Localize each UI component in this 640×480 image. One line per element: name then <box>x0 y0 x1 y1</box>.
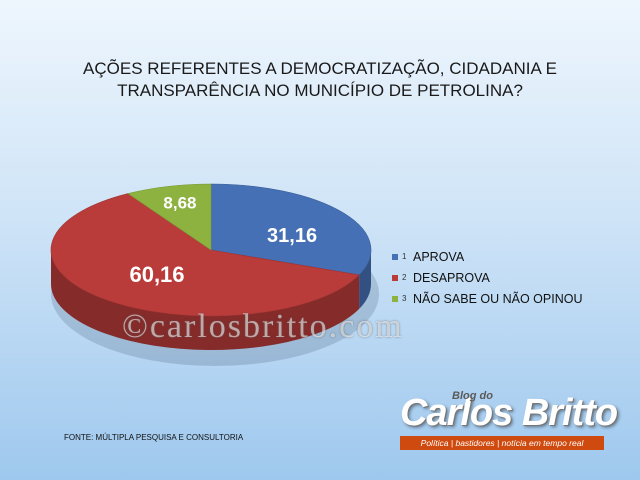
chart-title: AÇÕES REFERENTES A DEMOCRATIZAÇÃO, CIDAD… <box>40 58 600 102</box>
legend-swatch-nao-sabe <box>392 295 398 302</box>
legend-number: 2 <box>402 273 407 282</box>
slice-side-desaprova <box>51 250 360 350</box>
legend-number: 3 <box>402 294 407 303</box>
value-label: 8,68 <box>163 194 196 213</box>
legend: 1 APROVA 2 DESAPROVA 3 NÃO SABE OU NÃO O… <box>392 246 582 309</box>
legend-label: DESAPROVA <box>413 270 490 285</box>
legend-label: APROVA <box>413 249 465 264</box>
legend-swatch-aprova <box>392 253 398 260</box>
legend-item-desaprova: 2 DESAPROVA <box>392 267 582 288</box>
logo-main-text: Carlos Britto <box>400 392 618 434</box>
legend-label: NÃO SABE OU NÃO OPINOU <box>413 291 583 306</box>
legend-item-nao-sabe: 3 NÃO SABE OU NÃO OPINOU <box>392 288 582 309</box>
legend-number: 1 <box>402 252 407 261</box>
slice-side-aprova <box>359 250 371 309</box>
title-line-1: AÇÕES REFERENTES A DEMOCRATIZAÇÃO, CIDAD… <box>83 59 557 78</box>
value-label: 60,16 <box>129 262 184 287</box>
slice-aprova <box>210 183 372 276</box>
watermark: ©carlosbritto.com <box>122 308 404 345</box>
logo-tagline: Política | bastidores | notícia em tempo… <box>400 436 604 450</box>
source-note: FONTE: MÚLTIPLA PESQUISA E CONSULTORIA <box>64 433 244 442</box>
legend-item-aprova: 1 APROVA <box>392 246 582 267</box>
legend-swatch-desaprova <box>392 274 398 281</box>
blog-logo[interactable]: Carlos Britto Blog do Política | bastido… <box>396 384 618 456</box>
title-line-2: TRANSPARÊNCIA NO MUNICÍPIO DE PETROLINA? <box>117 81 523 100</box>
value-label: 31,16 <box>267 225 317 247</box>
slice-desaprova <box>50 193 360 317</box>
logo-small-text: Blog do <box>452 390 493 402</box>
slice-n-o-sabe-ou-n-o-opinou <box>127 183 212 251</box>
